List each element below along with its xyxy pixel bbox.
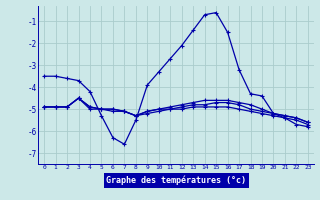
X-axis label: Graphe des températures (°c): Graphe des températures (°c)	[106, 176, 246, 185]
